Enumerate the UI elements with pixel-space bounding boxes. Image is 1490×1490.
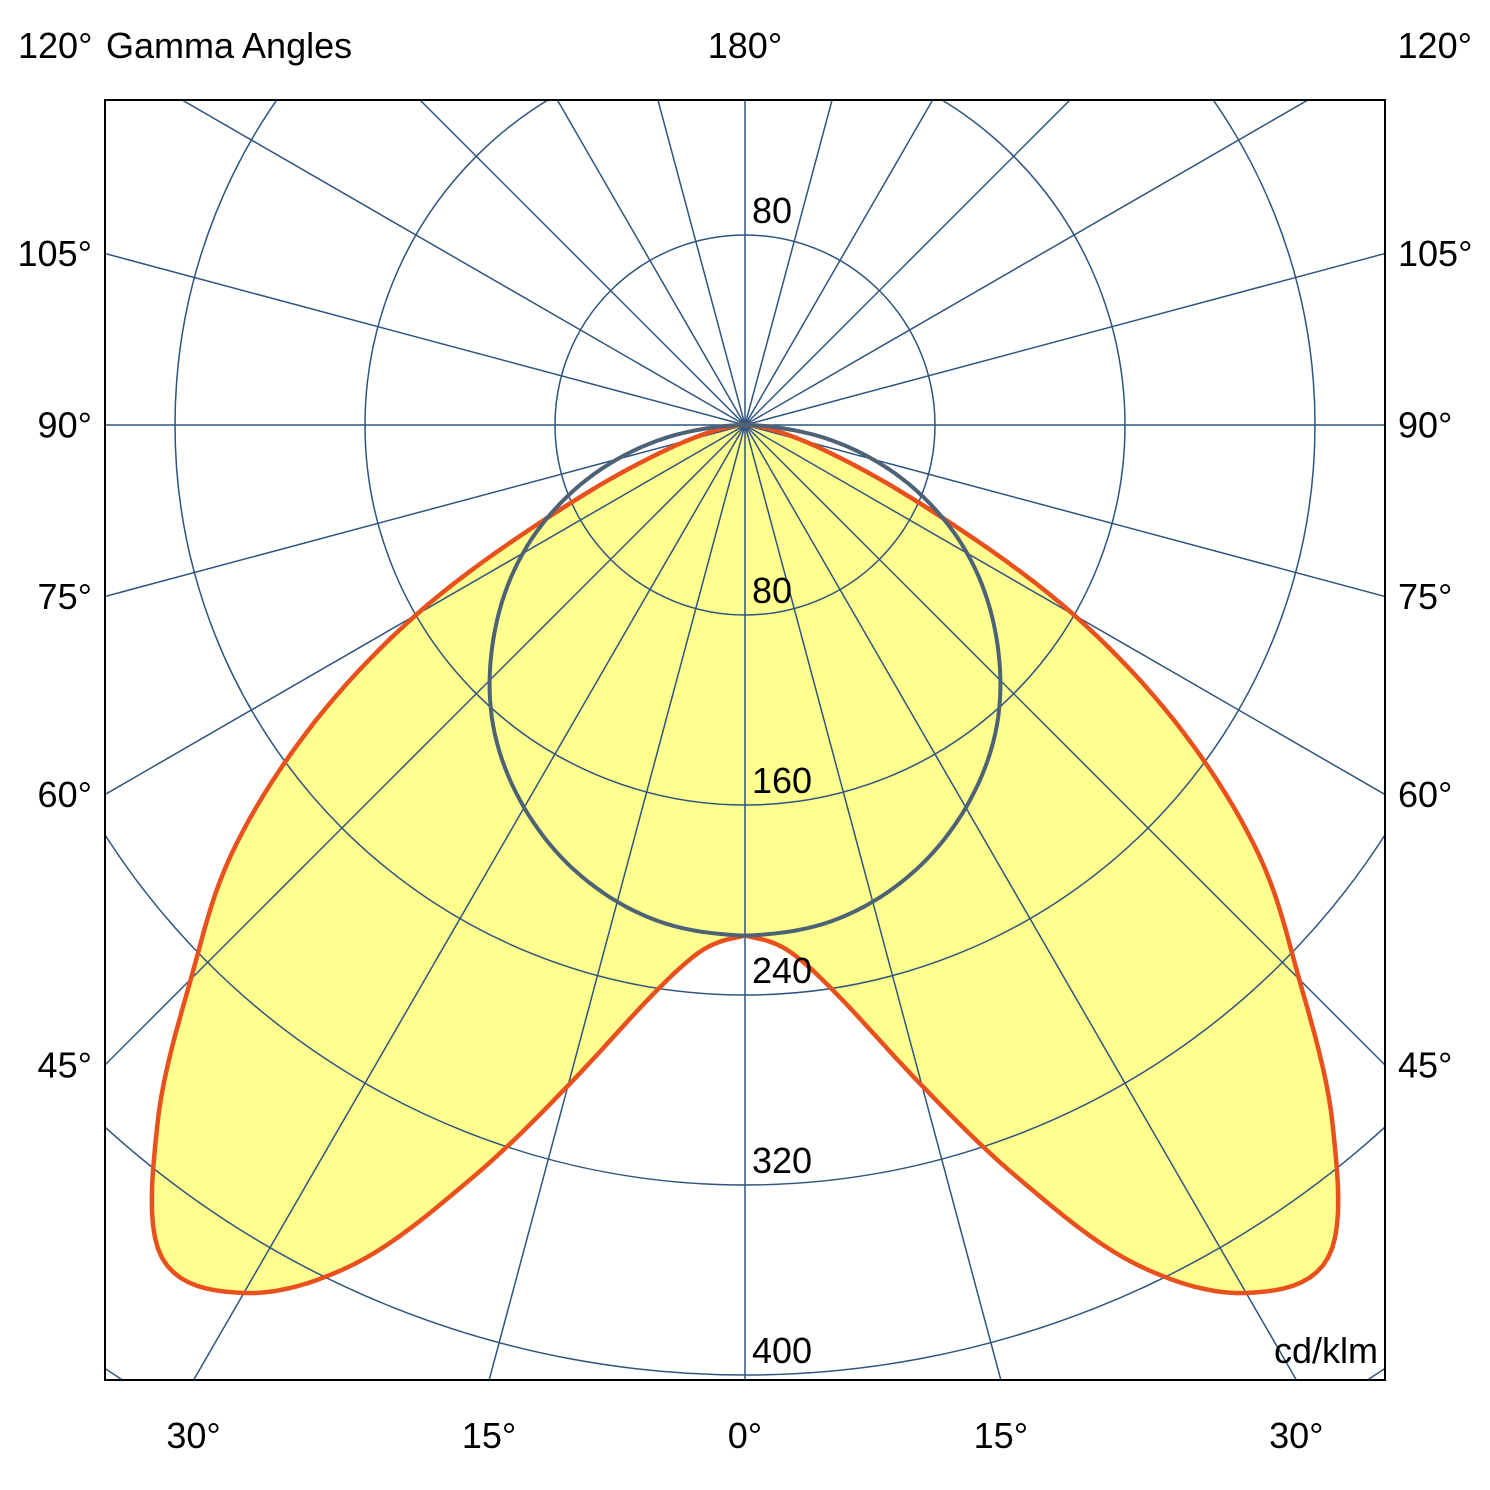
angle-label-right: 105°	[1398, 233, 1472, 274]
plot-border	[104, 99, 1386, 1381]
ring-label: 160	[752, 760, 812, 801]
ring-label: 80	[752, 570, 792, 611]
radial-grid-line	[744, 424, 1385, 1067]
angle-label-bottom: 30°	[166, 1415, 220, 1456]
radial-grid-line	[488, 424, 746, 1380]
angle-label-right: 75°	[1398, 576, 1452, 617]
angle-label-bottom: 15°	[974, 1415, 1028, 1456]
angle-label-bottom: 0°	[728, 1415, 762, 1456]
axis-labels-layer: 80 160 240 320 400 80 120° 120° 105° 105° 90° 90° 75…	[18, 25, 1473, 1456]
c90-curve	[487, 423, 1003, 938]
ring-label: 400	[752, 1330, 812, 1371]
radial-grid-line	[744, 100, 1072, 426]
radial-grid-line	[744, 252, 1385, 426]
radial-grid-line	[105, 424, 746, 1067]
angle-label-right: 120°	[1398, 25, 1472, 66]
angle-label-left: 75°	[38, 576, 92, 617]
unit-label: cd/klm	[1273, 1330, 1378, 1371]
radial-grid-line	[105, 252, 746, 426]
radial-grid-line	[744, 424, 1298, 1380]
radial-grid-line	[418, 100, 746, 426]
radial-grid-line	[180, 100, 746, 426]
curve-stroke-layer	[149, 422, 1341, 1296]
ring-label: 240	[752, 950, 812, 991]
radial-grid-line	[744, 424, 1385, 598]
radial-grid-line	[105, 424, 746, 598]
chart-title: Gamma Angles	[106, 25, 353, 66]
ring-label-upper: 80	[752, 190, 792, 231]
angle-label-bottom: 30°	[1269, 1415, 1323, 1456]
radial-grid-line	[556, 100, 746, 426]
ring-label: 320	[752, 1140, 812, 1181]
angle-label-right: 60°	[1398, 774, 1452, 815]
angle-label-left: 90°	[38, 405, 92, 446]
angle-label-right: 45°	[1398, 1045, 1452, 1086]
angle-label-left: 45°	[38, 1045, 92, 1086]
radial-grid-line	[744, 424, 1002, 1380]
angle-label-right: 90°	[1398, 405, 1452, 446]
angle-label-left: 120°	[18, 25, 92, 66]
radial-grid-line	[105, 424, 746, 796]
angle-label-left: 60°	[38, 774, 92, 815]
radial-grid-line	[657, 100, 746, 426]
radial-grid-line	[192, 424, 746, 1380]
radial-grid-line	[744, 100, 833, 426]
radial-grid-line	[744, 100, 1310, 426]
angle-label-bottom: 15°	[462, 1415, 516, 1456]
angle-label-left: 105°	[18, 233, 92, 274]
radial-grid-line	[744, 424, 1385, 796]
radial-grid-line	[744, 100, 934, 426]
angle-label-top: 180°	[708, 25, 782, 66]
